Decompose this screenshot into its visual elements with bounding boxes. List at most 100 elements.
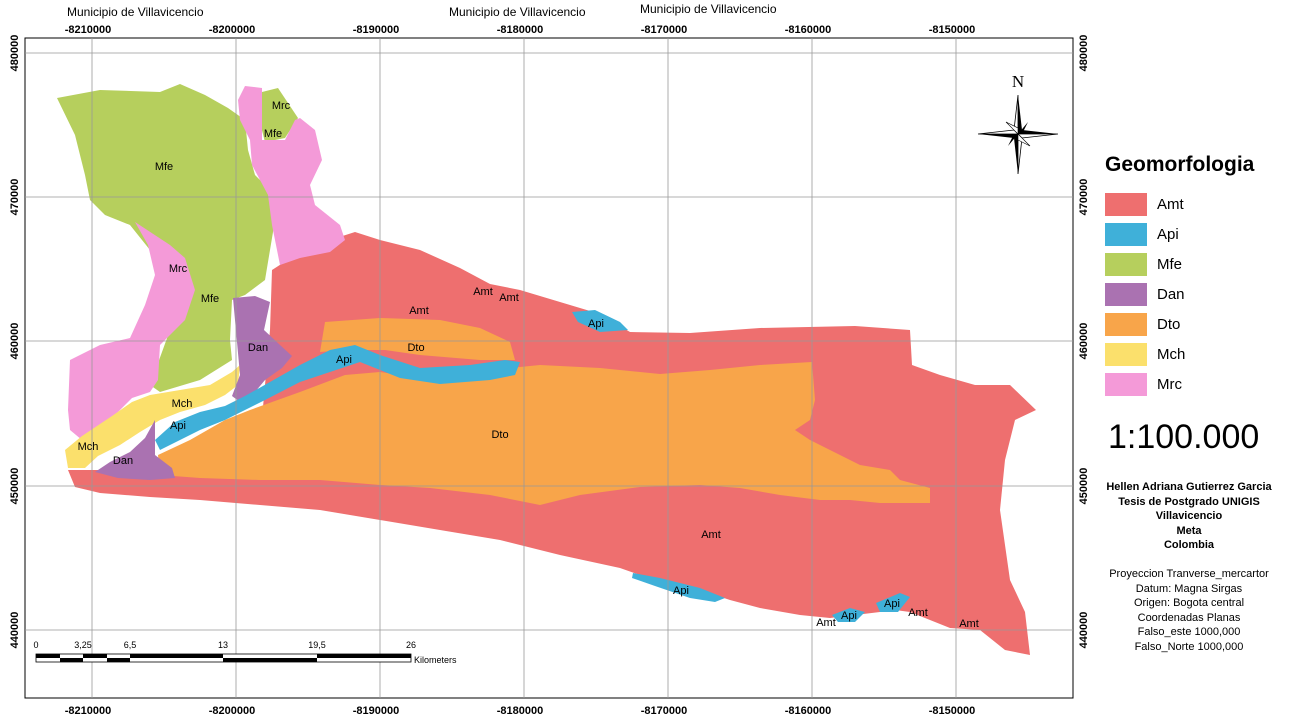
- false-east-line: Falso_este 1000,000: [1137, 626, 1241, 638]
- scale-tick: 0: [33, 640, 38, 650]
- country-label: Colombia: [1163, 539, 1215, 551]
- legend-label: Mrc: [1157, 375, 1182, 393]
- unit-api-s2: [832, 608, 865, 622]
- unit-api-s3: [876, 593, 910, 612]
- legend-item-mrc: Mrc: [1105, 371, 1182, 397]
- map-frame-border: [24, 37, 1074, 699]
- unit-label-mch: Mch: [172, 398, 193, 410]
- y-tick-label: 450000: [9, 468, 21, 505]
- legend-label: Api: [1157, 225, 1179, 243]
- legend-swatch: [1105, 342, 1147, 366]
- unit-mfe: [57, 84, 275, 392]
- scale-tick: 26: [406, 640, 416, 650]
- datum-line: Datum: Magna Sirgas: [1135, 582, 1243, 595]
- x-tick-label: -8150000: [929, 24, 976, 36]
- city-label: Villavicencio: [1155, 510, 1223, 522]
- y-tick-label: 440000: [1078, 612, 1090, 649]
- legend-item-dto: Dto: [1105, 311, 1180, 337]
- municipio-label-right: Municipio de Villavicencio: [640, 2, 777, 16]
- x-tick-label: -8180000: [497, 24, 544, 36]
- department-label: Meta: [1176, 524, 1202, 537]
- unit-label-amt: Amt: [499, 292, 519, 304]
- unit-label-mrc: Mrc: [169, 263, 188, 275]
- scale-unit: Kilometers: [414, 655, 457, 665]
- thesis-label: Tesis de Postgrado UNIGIS: [1118, 495, 1260, 508]
- author-block: Hellen Adriana Gutierrez Garcia Tesis de…: [1080, 480, 1298, 553]
- coordinates-line: Coordenadas Planas: [1137, 611, 1241, 624]
- unit-label-mfe: Mfe: [201, 293, 219, 305]
- unit-labels: Mrc Mfe Mfe Mrc Mfe Dan Amt Amt Amt Api …: [78, 100, 979, 630]
- x-tick-label: -8150000: [929, 705, 976, 717]
- legend-label: Mfe: [1157, 255, 1183, 273]
- x-tick-label: -8170000: [641, 24, 688, 36]
- unit-label-amt: Amt: [409, 305, 429, 317]
- unit-label-dan: Dan: [113, 455, 133, 467]
- municipio-label-left: Municipio de Villavicencio: [67, 5, 204, 19]
- x-tick-label: -8170000: [641, 705, 688, 717]
- legend-label: Amt: [1157, 195, 1184, 213]
- legend-swatch: [1105, 222, 1147, 246]
- legend-item-amt: Amt: [1105, 191, 1184, 217]
- y-tick-label: 440000: [9, 612, 21, 649]
- legend-item-api: Api: [1105, 221, 1179, 247]
- unit-label-amt: Amt: [908, 607, 928, 619]
- legend-item-dan: Dan: [1105, 281, 1185, 307]
- unit-dto-north: [320, 318, 515, 360]
- unit-mfe-small: [258, 88, 298, 142]
- unit-dan-north: [232, 296, 292, 402]
- municipio-label-mid: Municipio de Villavicencio: [449, 5, 586, 19]
- x-tick-label: -8210000: [65, 705, 112, 717]
- y-axis-left: 480000 470000 460000 450000 440000: [9, 35, 21, 649]
- unit-mch: [65, 365, 240, 468]
- graticule: [25, 38, 1073, 698]
- y-tick-label: 460000: [9, 323, 21, 360]
- x-tick-label: -8180000: [497, 705, 544, 717]
- y-tick-label: 480000: [9, 35, 21, 72]
- legend-label: Dto: [1157, 315, 1181, 333]
- scale-tick: 13: [218, 640, 228, 650]
- north-letter: N: [1012, 72, 1024, 91]
- y-tick-label: 470000: [9, 179, 21, 216]
- y-tick-label: 450000: [1078, 468, 1090, 505]
- x-tick-label: -8190000: [353, 24, 400, 36]
- unit-label-dto: Dto: [407, 342, 424, 354]
- unit-label-dan: Dan: [248, 342, 268, 354]
- unit-mrc-west: [68, 222, 195, 440]
- y-tick-label: 480000: [1078, 35, 1090, 72]
- legend-swatch: [1105, 312, 1147, 336]
- x-tick-label: -8200000: [209, 705, 256, 717]
- x-tick-label: -8210000: [65, 24, 112, 36]
- x-axis-top: -8210000 -8200000 -8190000 -8180000 -817…: [65, 24, 976, 36]
- x-tick-label: -8190000: [353, 705, 400, 717]
- y-tick-label: 470000: [1078, 179, 1090, 216]
- unit-dan-south: [95, 420, 175, 480]
- legend-item-mch: Mch: [1105, 341, 1185, 367]
- projection-line: Proyeccion Tranverse_mercartor: [1109, 568, 1269, 580]
- unit-label-api: Api: [588, 318, 604, 330]
- legend-item-mfe: Mfe: [1105, 251, 1182, 277]
- unit-label-api: Api: [336, 354, 352, 366]
- unit-label-amt: Amt: [816, 617, 836, 629]
- legend-swatch: [1105, 192, 1147, 216]
- unit-dto: [158, 362, 930, 505]
- x-tick-label: -8160000: [785, 705, 832, 717]
- unit-label-api: Api: [884, 598, 900, 610]
- unit-label-api: Api: [170, 420, 186, 432]
- x-tick-label: -8200000: [209, 24, 256, 36]
- author-name: Hellen Adriana Gutierrez Garcia: [1106, 481, 1272, 493]
- y-tick-label: 460000: [1078, 323, 1090, 360]
- geomorphology-units: [57, 84, 1036, 655]
- unit-label-api: Api: [673, 585, 689, 597]
- unit-label-mrc: Mrc: [272, 100, 291, 112]
- unit-api-s1: [632, 573, 725, 602]
- scale-tick: 6,5: [124, 640, 137, 650]
- origin-line: Origen: Bogota central: [1133, 597, 1245, 609]
- unit-api-band: [155, 345, 520, 450]
- scale-tick: 19,5: [308, 640, 326, 650]
- unit-label-mfe: Mfe: [155, 161, 173, 173]
- unit-label-dto: Dto: [491, 429, 508, 441]
- legend-label: Dan: [1157, 285, 1185, 303]
- unit-label-amt: Amt: [701, 529, 721, 541]
- unit-mrc-north: [238, 86, 345, 265]
